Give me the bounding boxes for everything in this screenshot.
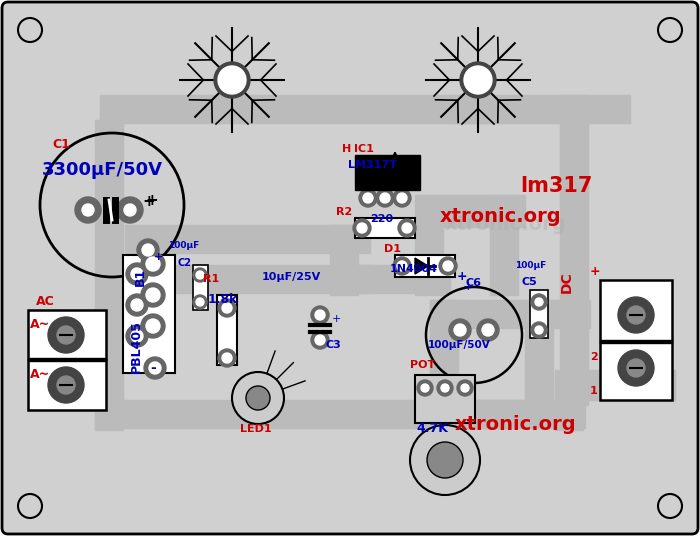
Bar (193, 265, 208, 310)
Bar (125, 265, 370, 293)
Circle shape (464, 66, 492, 94)
Circle shape (439, 257, 457, 275)
Circle shape (146, 288, 160, 302)
Bar (125, 225, 370, 253)
Circle shape (196, 271, 204, 279)
Circle shape (618, 297, 654, 333)
Circle shape (193, 268, 207, 282)
Bar (555, 370, 675, 400)
Bar (600, 280, 672, 400)
Text: 100μF: 100μF (168, 241, 200, 250)
Text: xtronic.org: xtronic.org (455, 415, 577, 434)
Circle shape (232, 372, 284, 424)
Text: H: H (342, 144, 351, 154)
Text: +: + (142, 194, 155, 209)
Circle shape (427, 442, 463, 478)
Bar (330, 225, 358, 295)
Circle shape (443, 261, 453, 271)
Circle shape (141, 314, 165, 338)
Bar (355, 155, 420, 190)
Circle shape (397, 261, 407, 271)
Bar (330, 265, 450, 293)
Circle shape (402, 223, 412, 233)
Circle shape (363, 193, 373, 203)
Text: +: + (145, 193, 158, 208)
Polygon shape (415, 258, 428, 274)
Circle shape (222, 303, 232, 313)
Circle shape (126, 325, 148, 347)
Circle shape (454, 324, 466, 336)
Circle shape (535, 326, 543, 334)
Circle shape (117, 197, 143, 223)
Circle shape (618, 350, 654, 386)
Circle shape (146, 319, 160, 333)
Circle shape (461, 384, 469, 392)
Text: A~: A~ (30, 368, 50, 381)
Circle shape (376, 189, 394, 207)
Text: xtronic.org: xtronic.org (445, 215, 566, 234)
Circle shape (477, 319, 499, 341)
Text: 4.7K: 4.7K (416, 422, 448, 435)
Circle shape (482, 324, 494, 336)
Text: 1.8k: 1.8k (208, 293, 239, 306)
Text: lm317: lm317 (520, 176, 592, 196)
Circle shape (398, 219, 416, 237)
Text: LED1: LED1 (240, 424, 272, 434)
Text: C1: C1 (52, 138, 70, 151)
Bar (95, 400, 585, 428)
Circle shape (535, 298, 543, 306)
Text: +: + (457, 270, 468, 283)
Text: 1: 1 (590, 386, 598, 396)
Circle shape (311, 331, 329, 349)
Circle shape (57, 326, 75, 344)
Circle shape (218, 349, 236, 367)
Text: R1: R1 (203, 274, 219, 284)
Circle shape (75, 197, 101, 223)
Circle shape (441, 384, 449, 392)
Bar (450, 95, 630, 123)
Text: POT: POT (410, 360, 435, 370)
Bar (555, 380, 583, 430)
Circle shape (357, 223, 367, 233)
Circle shape (311, 306, 329, 324)
Circle shape (315, 335, 325, 345)
Bar (600, 340, 672, 343)
Text: R2: R2 (336, 207, 352, 217)
Circle shape (449, 319, 471, 341)
Bar (430, 300, 458, 410)
Circle shape (149, 362, 161, 374)
Text: C3: C3 (325, 340, 341, 350)
Circle shape (380, 193, 390, 203)
Circle shape (48, 367, 84, 403)
Text: 1N4004: 1N4004 (390, 264, 438, 274)
Bar (490, 195, 518, 295)
Text: PBL405: PBL405 (130, 320, 143, 373)
Circle shape (393, 257, 411, 275)
Circle shape (531, 294, 547, 310)
Text: 100μF/50V: 100μF/50V (428, 340, 491, 350)
Bar (430, 400, 555, 428)
Circle shape (421, 384, 429, 392)
Circle shape (124, 204, 136, 216)
Circle shape (437, 380, 453, 396)
Circle shape (196, 298, 204, 306)
Bar (395, 255, 455, 277)
Bar (217, 295, 237, 365)
Text: D1: D1 (384, 244, 401, 254)
Text: 10μF/25V: 10μF/25V (262, 272, 321, 282)
Circle shape (410, 425, 480, 495)
Text: 2: 2 (590, 352, 598, 362)
Circle shape (393, 189, 411, 207)
Circle shape (457, 380, 473, 396)
Text: xtronic.org: xtronic.org (440, 207, 561, 226)
Text: -: - (150, 361, 155, 375)
Text: A~: A~ (30, 318, 50, 331)
Circle shape (126, 294, 148, 316)
Text: B1: B1 (134, 268, 147, 286)
Circle shape (460, 62, 496, 98)
Circle shape (48, 317, 84, 353)
Circle shape (218, 66, 246, 94)
Bar (530, 290, 548, 338)
Text: +: + (332, 314, 342, 324)
